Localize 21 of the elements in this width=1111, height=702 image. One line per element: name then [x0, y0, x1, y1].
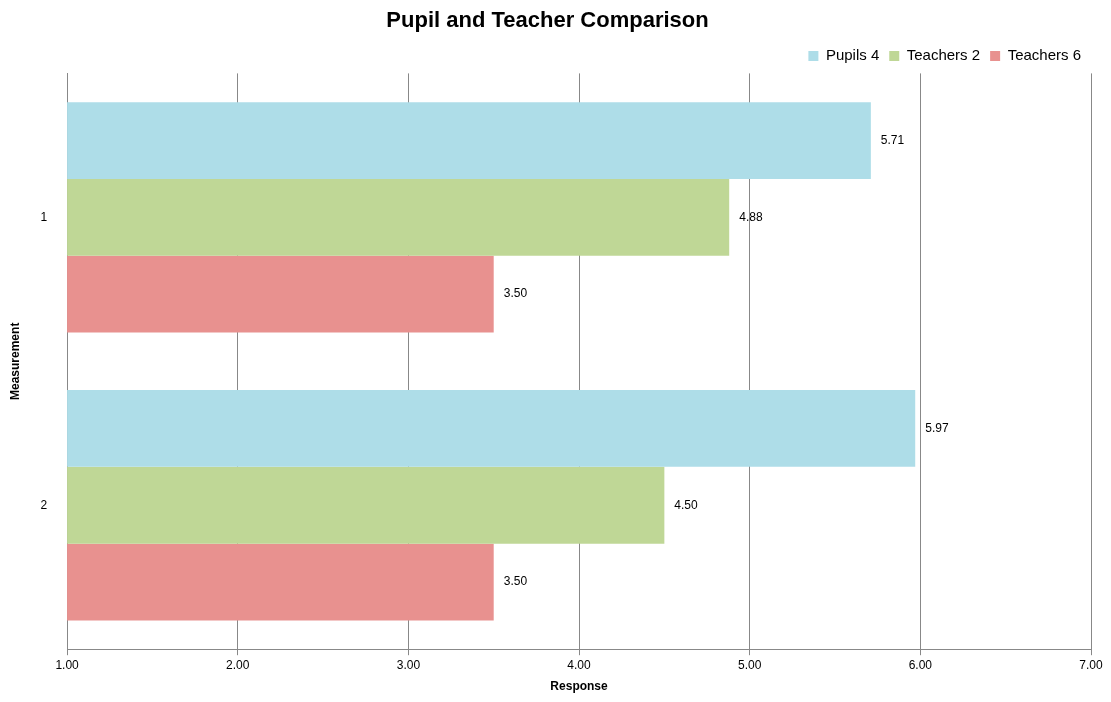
legend-label: Teachers 2: [906, 46, 981, 64]
data-label: 3.50: [503, 574, 528, 589]
x-tick-label: 2.00: [226, 657, 250, 672]
x-tick-label: 1.00: [55, 657, 80, 672]
y-axis-title: Measurement: [7, 322, 22, 400]
data-label: 4.50: [674, 497, 699, 512]
y-tick-label: 2: [40, 497, 48, 512]
data-label: 5.71: [880, 132, 905, 147]
y-tick-label: 1: [40, 209, 48, 224]
x-axis-title: Response: [550, 679, 609, 694]
legend-label: Teachers 6: [1007, 46, 1081, 64]
x-tick-label: 6.00: [908, 657, 933, 672]
legend-label: Pupils 4: [825, 46, 880, 64]
data-label: 5.97: [925, 420, 949, 435]
data-label: 4.88: [739, 209, 763, 224]
chart-title: Pupil and Teacher Comparison: [386, 7, 709, 33]
x-tick-label: 4.00: [567, 657, 592, 672]
x-tick-label: 5.00: [738, 657, 762, 672]
x-tick-label: 3.00: [396, 657, 421, 672]
data-label: 3.50: [503, 286, 528, 301]
x-tick-label: 7.00: [1079, 657, 1103, 672]
